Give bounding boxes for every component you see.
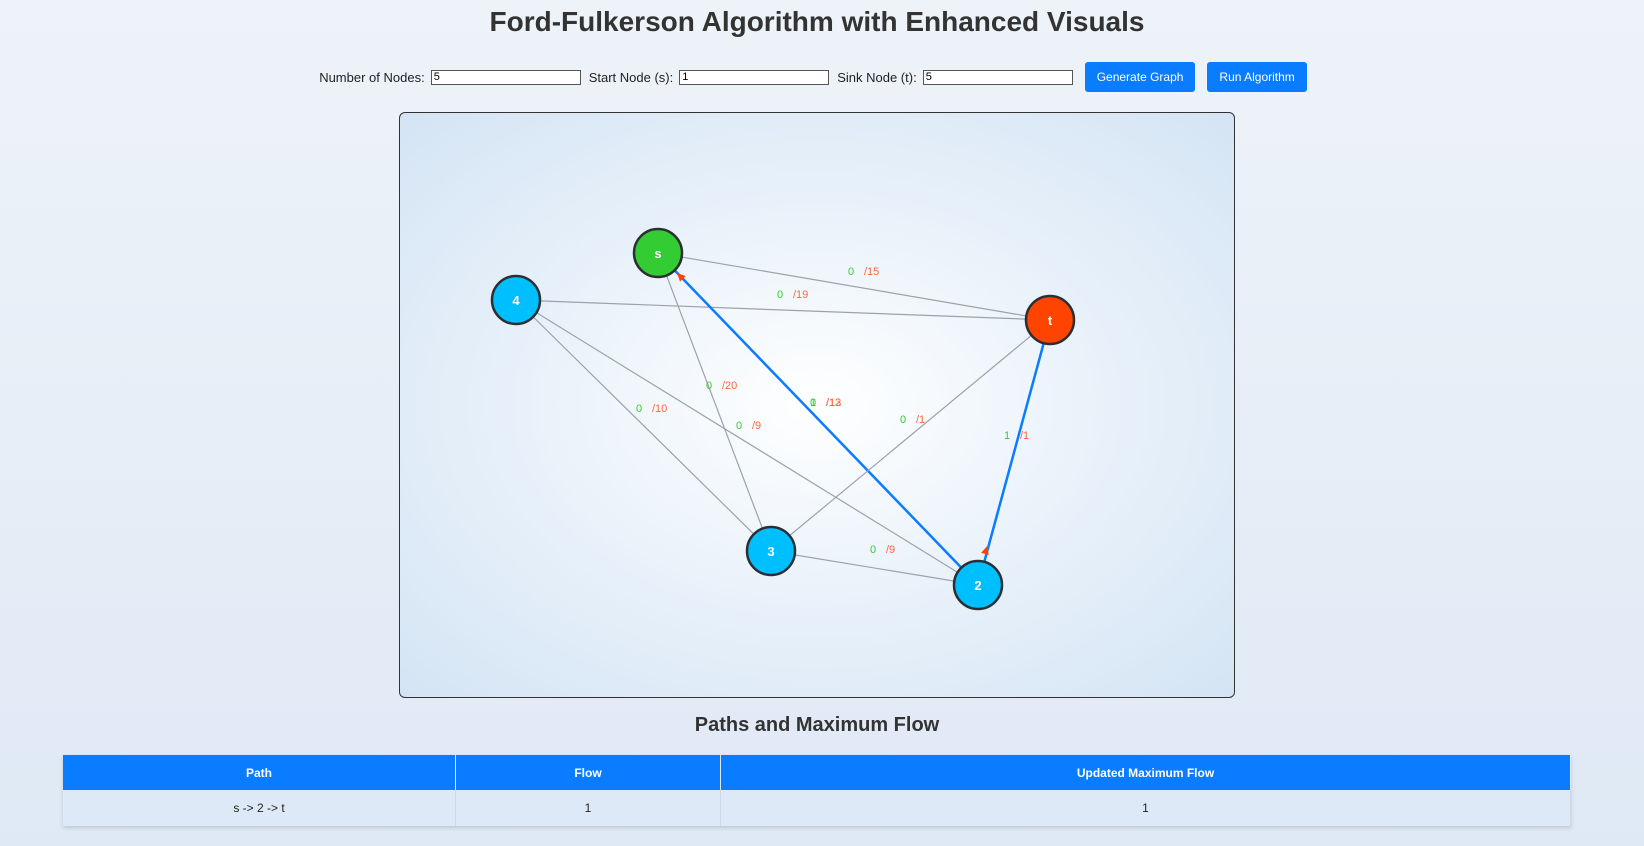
node-label: 3 — [767, 544, 774, 559]
column-header-max-flow: Updated Maximum Flow — [720, 755, 1571, 790]
node-circle[interactable] — [745, 525, 797, 577]
edge-flow-label: 0 — [636, 403, 642, 415]
edge-capacity-label: /13 — [826, 397, 841, 409]
edge-flow-label: 1 — [1004, 430, 1010, 442]
generate-graph-button[interactable]: Generate Graph — [1084, 62, 1196, 92]
column-header-path: Path — [63, 755, 456, 790]
edge-4-3 — [515, 299, 772, 552]
sink-node-label: Sink Node (t): — [837, 69, 917, 85]
edge-capacity-label: /10 — [652, 403, 667, 415]
edge-flow-label: 0 — [777, 289, 783, 301]
edge-s-3 — [657, 252, 772, 552]
graph-node-s[interactable]: s — [632, 227, 684, 279]
edge-capacity-label: /1 — [916, 414, 925, 426]
column-header-flow: Flow — [455, 755, 721, 790]
max-flow-cell: 1 — [720, 790, 1571, 826]
graph-svg: 0/150/190/200/100/90/131/120/11/10/9s4t3… — [490, 227, 1076, 611]
table-row: s -> 2 -> t 1 1 — [63, 790, 1571, 826]
edge-labels-layer: 0/150/190/200/100/90/131/120/11/10/9 — [636, 266, 1029, 556]
arrowhead-icon — [677, 273, 686, 282]
edges-layer — [515, 252, 1052, 586]
node-circle[interactable] — [490, 274, 542, 326]
node-label: 2 — [974, 578, 981, 593]
node-circle[interactable] — [952, 559, 1004, 611]
edge-capacity-label: /1 — [1020, 430, 1029, 442]
edge-flow-label: 0 — [706, 380, 712, 392]
node-circle[interactable] — [632, 227, 684, 279]
flow-cell: 1 — [455, 790, 721, 826]
graph-node-2[interactable]: 2 — [952, 559, 1004, 611]
start-node-input[interactable] — [679, 69, 830, 85]
graph-canvas[interactable]: 0/15 0/19 0/20 0/10 0/9 0/13 1/12 0/1 1/1 0/9 s 4 t 3… — [399, 112, 1235, 698]
node-label: s — [654, 246, 661, 261]
node-label: t — [1048, 313, 1053, 328]
edge-capacity-label: /20 — [722, 380, 737, 392]
arrowhead-icon — [981, 546, 989, 555]
results-heading: Paths and Maximum Flow — [694, 714, 940, 736]
node-label: 4 — [512, 293, 520, 308]
graph-node-t[interactable]: t — [1024, 294, 1076, 346]
edge-capacity-label: /19 — [793, 289, 808, 301]
edge-flow-label: 0 — [736, 420, 742, 432]
graph-node-4[interactable]: 4 — [490, 274, 542, 326]
edge-4-t — [515, 299, 1051, 321]
edge-capacity-label: /9 — [886, 544, 895, 556]
edge-3-2 — [770, 550, 979, 586]
edge-capacity-label: /15 — [864, 266, 879, 278]
controls-bar: Number of Nodes: Start Node (s): Sink No… — [0, 62, 1634, 92]
run-algorithm-button[interactable]: Run Algorithm — [1207, 62, 1307, 92]
edge-flow-label: 0 — [900, 414, 906, 426]
graph-node-3[interactable]: 3 — [745, 525, 797, 577]
results-table: Path Flow Updated Maximum Flow s -> 2 ->… — [63, 755, 1571, 826]
edge-3-t — [770, 319, 1051, 552]
node-circle[interactable] — [1024, 294, 1076, 346]
nodes-layer: s 4 t 3 2 — [490, 227, 1076, 611]
edge-flow-label: 0 — [870, 544, 876, 556]
edge-capacity-label: /9 — [752, 420, 761, 432]
edge-flow-label: 0 — [848, 266, 854, 278]
page-title: Ford-Fulkerson Algorithm with Enhanced V… — [489, 6, 1145, 37]
edge-2-t-path — [976, 319, 1052, 586]
edge-flow-label: 0 — [810, 397, 816, 409]
nodes-count-label: Number of Nodes: — [319, 69, 425, 85]
start-node-label: Start Node (s): — [588, 69, 674, 85]
path-cell: s -> 2 -> t — [63, 790, 456, 826]
edge-s-2-path — [657, 252, 979, 586]
edge-flow-label: 1 — [810, 397, 816, 409]
edge-s-t — [657, 252, 1051, 321]
edge-capacity-label: /12 — [826, 397, 841, 409]
sink-node-input[interactable] — [922, 69, 1073, 85]
results-header-row: Path Flow Updated Maximum Flow — [63, 755, 1571, 790]
edge-4-2 — [515, 299, 979, 586]
nodes-count-input[interactable] — [430, 69, 581, 85]
